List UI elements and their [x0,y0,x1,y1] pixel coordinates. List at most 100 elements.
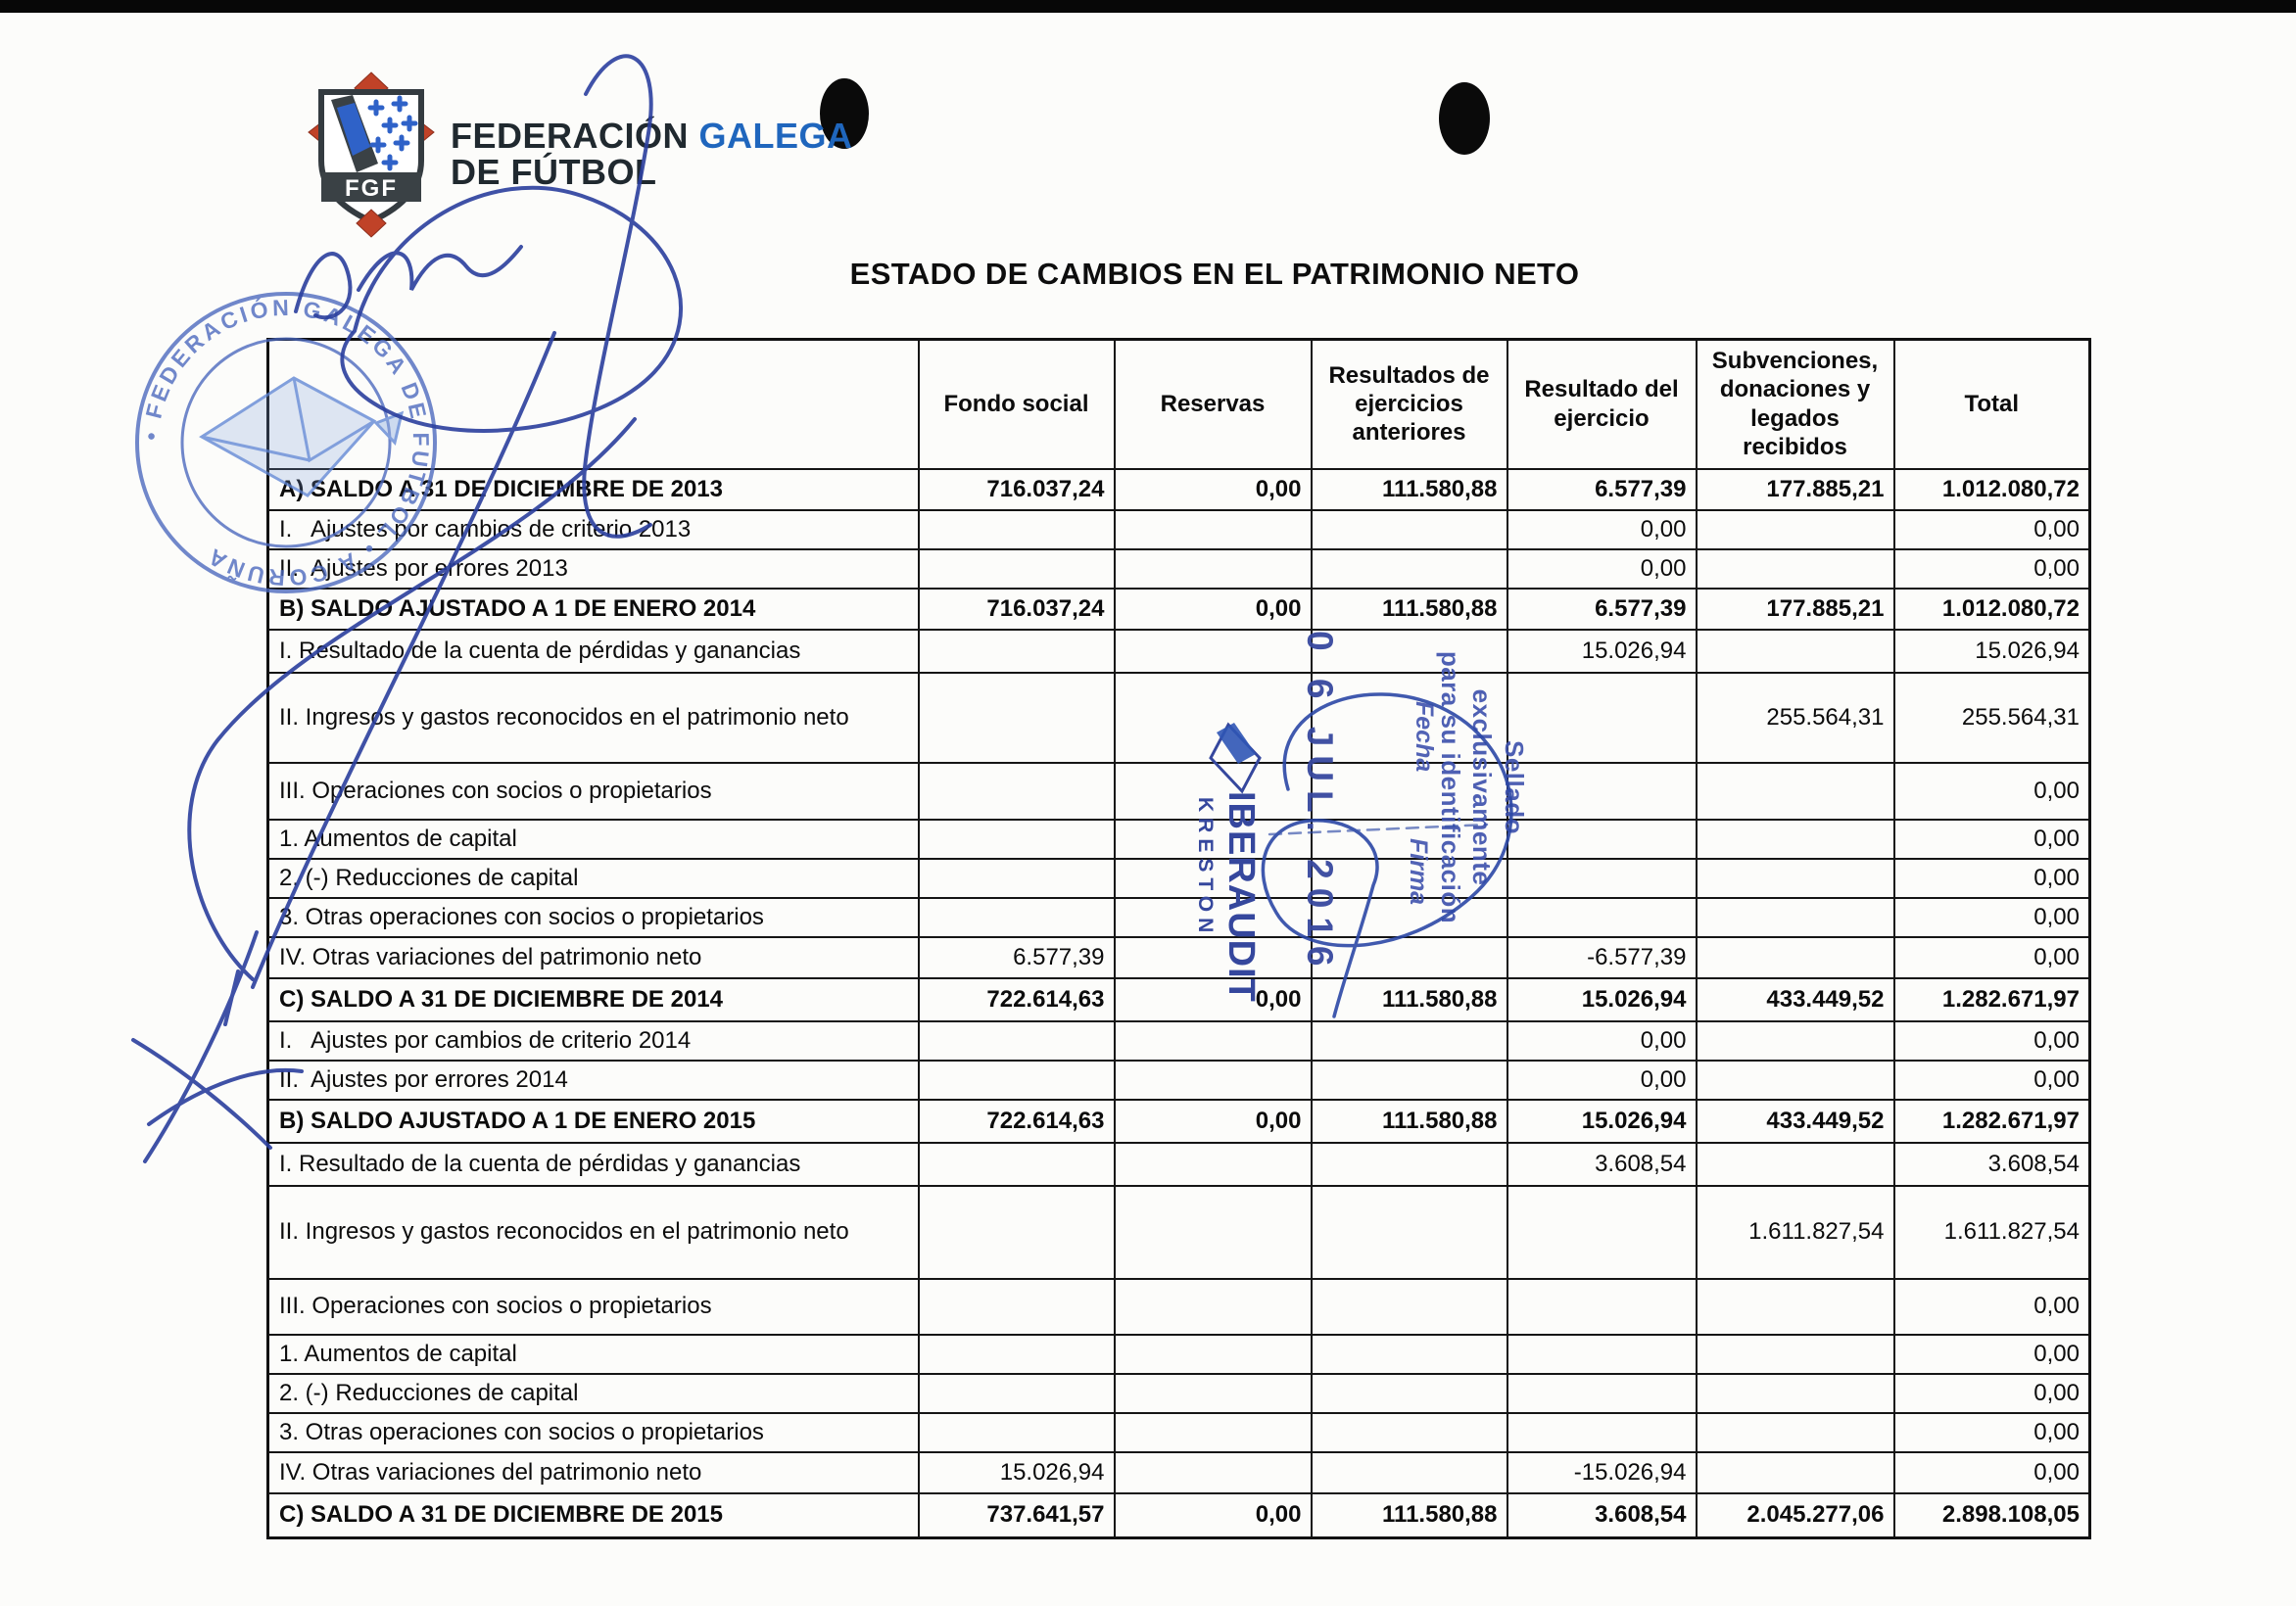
value-cell [1310,1450,1508,1494]
table-row: II. Ingresos y gastos reconocidos en el … [266,1184,2091,1280]
value-cell: 255.564,31 [1695,671,1895,764]
value-cell [1113,857,1313,899]
org-name-accent: GALEGA [698,116,853,156]
table-row: I. Resultado de la cuenta de pérdidas y … [266,628,2091,674]
table-row: C) SALDO A 31 DE DICIEMBRE DE 2014 722.61… [266,976,2091,1022]
value-cell [1310,761,1508,821]
value-cell: 2.898.108,05 [1892,1491,2091,1539]
value-cell [1695,1333,1895,1375]
value-cell [1506,671,1698,764]
value-cell: 3.608,54 [1506,1491,1698,1539]
value-cell [1310,508,1508,550]
value-cell [1506,818,1698,860]
value-cell [1695,1019,1895,1062]
value-cell: 0,00 [1892,1059,2091,1101]
value-cell: 0,00 [1113,1098,1313,1144]
value-cell: 177.885,21 [1695,467,1895,511]
table-row: IV. Otras variaciones del patrimonio net… [266,1450,2091,1494]
value-cell [1695,761,1895,821]
table-row: II. Ingresos y gastos reconocidos en el … [266,671,2091,764]
value-cell: 0,00 [1506,547,1698,590]
value-cell: -15.026,94 [1506,1450,1698,1494]
value-cell: 1.282.671,97 [1892,1098,2091,1144]
table-row: 1. Aumentos de capital 0,00 [266,1333,2091,1375]
value-cell [1695,1411,1895,1453]
table-row: C) SALDO A 31 DE DICIEMBRE DE 2015 737.64… [266,1491,2091,1539]
row-label: II. Ingresos y gastos reconocidos en el … [266,671,920,764]
row-label: 2. (-) Reducciones de capital [266,1372,920,1414]
row-label: 3. Otras operaciones con socios o propie… [266,1411,920,1453]
value-cell [1310,671,1508,764]
value-cell [1506,761,1698,821]
row-label: I. Ajustes por cambios de criterio 2014 [266,1019,920,1062]
value-cell: 111.580,88 [1310,976,1508,1022]
value-cell: 0,00 [1506,508,1698,550]
value-cell: 15.026,94 [1506,628,1698,674]
fgf-shield-icon: FGF [308,71,435,238]
column-header-empty [266,338,920,470]
value-cell [1113,1019,1313,1062]
equity-changes-table: Fondo social Reservas Resultados de ejerci… [266,338,2091,1539]
column-header: Resultados de ejercicios anteriores [1310,338,1508,470]
scanner-edge-strip [0,0,2296,13]
table-row: A) SALDO A 31 DE DICIEMBRE DE 2013 716.03… [266,467,2091,511]
value-cell [1310,628,1508,674]
value-cell [1506,896,1698,938]
row-label: II. Ingresos y gastos reconocidos en el … [266,1184,920,1280]
value-cell [1310,1141,1508,1187]
row-label: I. Resultado de la cuenta de pérdidas y … [266,1141,920,1187]
value-cell: 111.580,88 [1310,587,1508,631]
value-cell: 0,00 [1892,1450,2091,1494]
column-header: Subvenciones, donaciones y legados recib… [1695,338,1895,470]
table-row: I. Ajustes por cambios de criterio 2014 0… [266,1019,2091,1062]
row-label: I. Resultado de la cuenta de pérdidas y … [266,628,920,674]
value-cell: 722.614,63 [917,1098,1116,1144]
value-cell [1310,1277,1508,1336]
value-cell [917,1333,1116,1375]
value-cell: 0,00 [1892,896,2091,938]
value-cell [917,547,1116,590]
value-cell: 15.026,94 [1506,1098,1698,1144]
column-header: Resultado del ejercicio [1506,338,1698,470]
value-cell [1506,1277,1698,1336]
value-cell: 1.012.080,72 [1892,467,2091,511]
value-cell [1310,1019,1508,1062]
federation-wordmark: FEDERACIÓN GALEGA DE FÚTBOL [451,118,853,191]
table-row: I. Resultado de la cuenta de pérdidas y … [266,1141,2091,1187]
value-cell: 1.611.827,54 [1695,1184,1895,1280]
row-label: III. Operaciones con socios o propietari… [266,1277,920,1336]
value-cell [917,818,1116,860]
value-cell: 0,00 [1892,1333,2091,1375]
value-cell: 1.012.080,72 [1892,587,2091,631]
table-row: 2. (-) Reducciones de capital 0,00 [266,857,2091,899]
value-cell: 3.608,54 [1892,1141,2091,1187]
value-cell [1695,857,1895,899]
value-cell [917,896,1116,938]
punch-hole [1439,82,1490,155]
value-cell: 111.580,88 [1310,1098,1508,1144]
table-row: 3. Otras operaciones con socios o propie… [266,1411,2091,1453]
value-cell [1506,1184,1698,1280]
value-cell: 716.037,24 [917,467,1116,511]
value-cell: 0,00 [1892,547,2091,590]
value-cell: 6.577,39 [1506,467,1698,511]
value-cell [1695,1450,1895,1494]
value-cell [1506,857,1698,899]
value-cell [1113,1277,1313,1336]
value-cell [1310,1184,1508,1280]
value-cell: 0,00 [1113,976,1313,1022]
value-cell [1310,547,1508,590]
federation-logo: FGF FEDERACIÓN GALEGA DE FÚTBOL [306,71,854,238]
value-cell: 433.449,52 [1695,1098,1895,1144]
punch-hole [820,78,869,149]
row-label: 3. Otras operaciones con socios o propie… [266,896,920,938]
value-cell [1695,628,1895,674]
value-cell [1310,857,1508,899]
value-cell [1695,896,1895,938]
value-cell [1113,761,1313,821]
value-cell [1113,508,1313,550]
value-cell: 0,00 [1113,1491,1313,1539]
value-cell: 3.608,54 [1506,1141,1698,1187]
value-cell [1506,1333,1698,1375]
row-label: II. Ajustes por errores 2013 [266,547,920,590]
